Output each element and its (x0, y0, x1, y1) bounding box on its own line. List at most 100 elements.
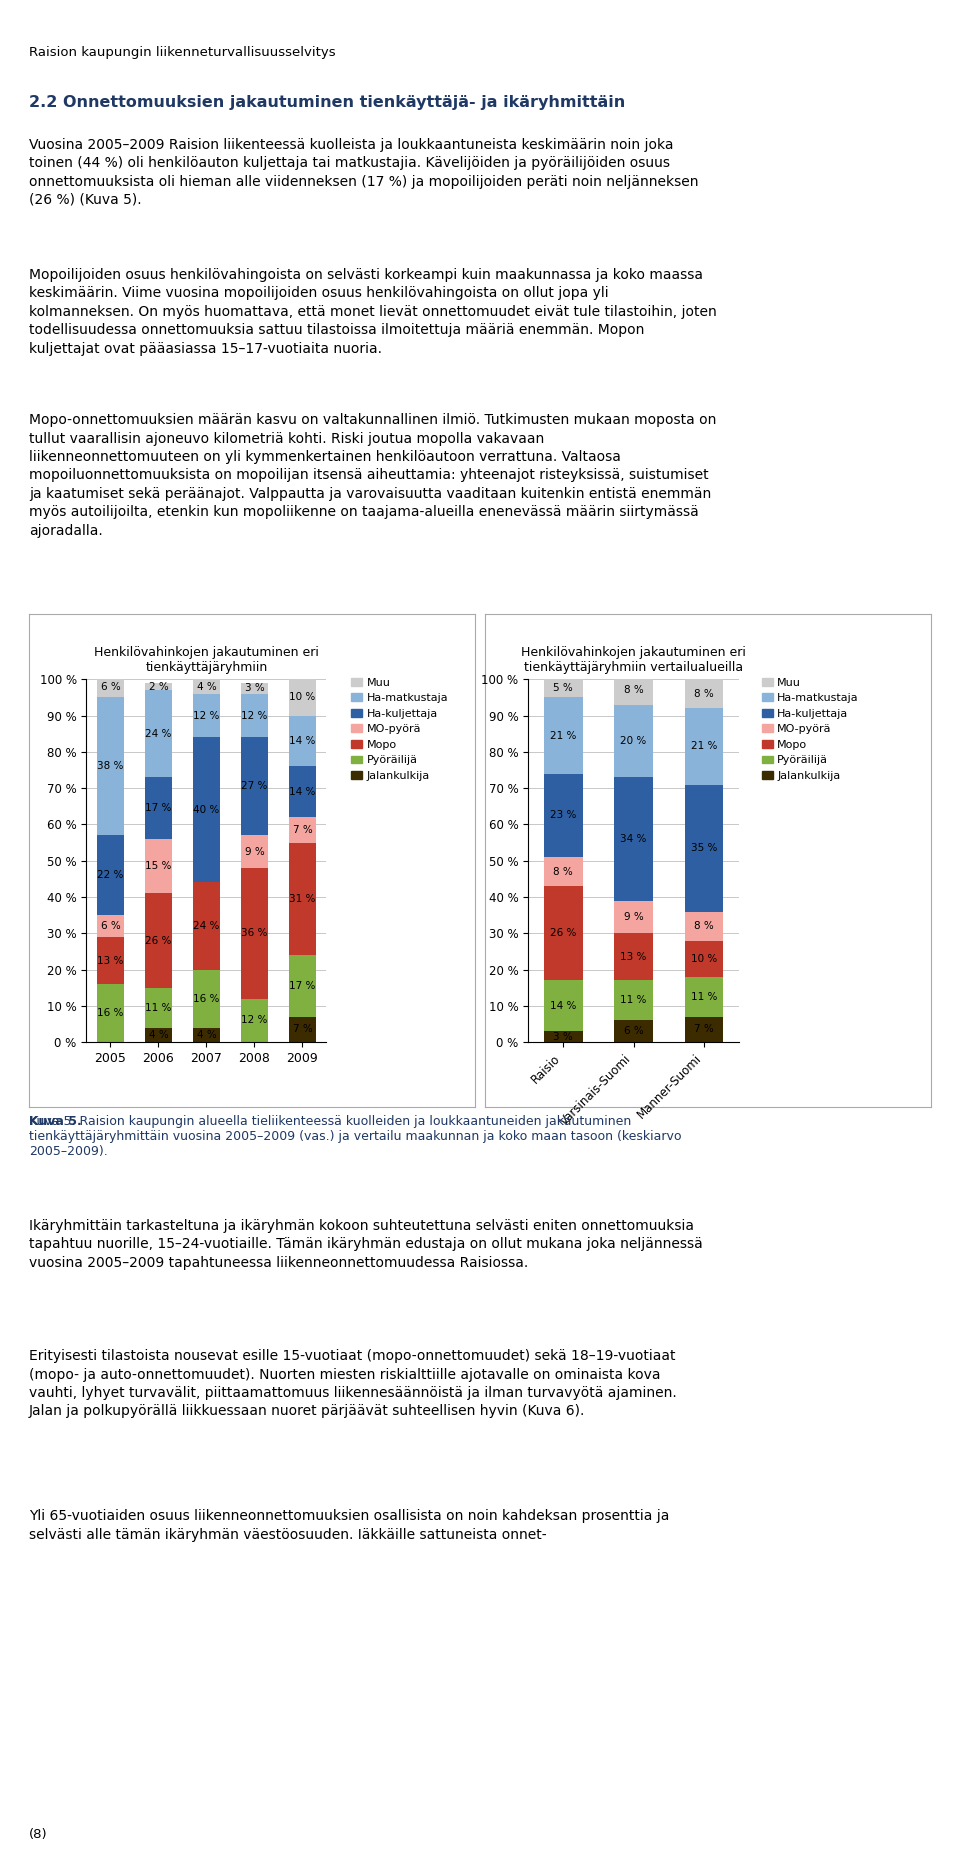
Bar (684, 912, 724, 940)
Text: Kuva 5.: Kuva 5. (29, 1115, 82, 1128)
Text: 21 %: 21 % (550, 731, 576, 741)
Text: 10 %: 10 % (691, 953, 717, 964)
Text: Ikäryhmittäin tarkasteltuna ja ikäryhmän kokoon suhteutettuna selvästi eniten on: Ikäryhmittäin tarkasteltuna ja ikäryhmän… (29, 1219, 703, 1269)
Bar (289, 679, 316, 715)
Bar (543, 886, 583, 981)
Bar (614, 705, 653, 778)
Text: Kuva 5. Raision kaupungin alueella tieliikenteessä kuolleiden ja loukkaantuneide: Kuva 5. Raision kaupungin alueella tieli… (29, 1115, 682, 1158)
Bar (684, 940, 724, 977)
Text: (8): (8) (29, 1829, 47, 1841)
Text: 38 %: 38 % (97, 761, 124, 770)
Bar (193, 694, 220, 737)
Text: 2 %: 2 % (149, 681, 168, 692)
Text: 8 %: 8 % (694, 921, 714, 930)
Text: 17 %: 17 % (145, 804, 172, 813)
Bar (193, 970, 220, 1027)
Text: 26 %: 26 % (550, 929, 576, 938)
Bar (289, 767, 316, 817)
Text: 24 %: 24 % (145, 730, 172, 739)
Text: 12 %: 12 % (193, 711, 220, 720)
Legend: Muu, Ha-matkustaja, Ha-kuljettaja, MO-pyörä, Mopo, Pyöräilijä, Jalankulkija: Muu, Ha-matkustaja, Ha-kuljettaja, MO-py… (761, 677, 859, 782)
Text: Vuosina 2005–2009 Raision liikenteessä kuolleista ja loukkaantuneista keskimääri: Vuosina 2005–2009 Raision liikenteessä k… (29, 138, 698, 207)
Text: 3 %: 3 % (553, 1031, 573, 1042)
Bar (145, 683, 172, 690)
Bar (97, 676, 124, 698)
Text: 26 %: 26 % (145, 936, 172, 945)
Bar (543, 679, 583, 698)
Bar (543, 858, 583, 886)
Text: 16 %: 16 % (193, 994, 220, 1003)
Text: 8 %: 8 % (553, 867, 573, 877)
Text: 3 %: 3 % (245, 683, 264, 694)
Text: 13 %: 13 % (620, 951, 647, 962)
Text: Erityisesti tilastoista nousevat esille 15-vuotiaat (mopo-onnettomuudet) sekä 18: Erityisesti tilastoista nousevat esille … (29, 1349, 677, 1418)
Text: Mopo-onnettomuuksien määrän kasvu on valtakunnallinen ilmiö. Tutkimusten mukaan : Mopo-onnettomuuksien määrän kasvu on val… (29, 413, 716, 538)
Title: Henkilövahinkojen jakautuminen eri
tienkäyttäjäryhmiin: Henkilövahinkojen jakautuminen eri tienk… (94, 646, 319, 674)
Bar (614, 901, 653, 934)
Text: 6 %: 6 % (101, 681, 120, 692)
Text: 7 %: 7 % (293, 1024, 312, 1035)
Bar (614, 778, 653, 901)
Text: 2.2 Onnettomuuksien jakautuminen tienkäyttäjä- ja ikäryhmittäin: 2.2 Onnettomuuksien jakautuminen tienkäy… (29, 95, 625, 110)
Bar (193, 737, 220, 882)
Text: 7 %: 7 % (293, 824, 312, 836)
Bar (97, 916, 124, 936)
Text: 4 %: 4 % (149, 1029, 168, 1040)
Text: 22 %: 22 % (97, 871, 124, 880)
Bar (97, 836, 124, 916)
Bar (193, 1027, 220, 1042)
Text: Mopoilijoiden osuus henkilövahingoista on selvästi korkeampi kuin maakunnassa ja: Mopoilijoiden osuus henkilövahingoista o… (29, 268, 716, 355)
Text: 8 %: 8 % (624, 685, 643, 696)
Bar (97, 984, 124, 1042)
Text: 24 %: 24 % (193, 921, 220, 930)
Bar (241, 867, 268, 999)
Bar (145, 690, 172, 778)
Bar (241, 683, 268, 694)
Text: 23 %: 23 % (550, 810, 576, 821)
Bar (241, 694, 268, 737)
Text: 15 %: 15 % (145, 862, 172, 871)
Text: 6 %: 6 % (101, 921, 120, 930)
Bar (289, 715, 316, 767)
Text: 11 %: 11 % (145, 1003, 172, 1012)
Text: 9 %: 9 % (624, 912, 643, 921)
Bar (684, 977, 724, 1016)
Bar (193, 882, 220, 970)
Text: 12 %: 12 % (241, 1016, 268, 1025)
Text: 4 %: 4 % (197, 1029, 216, 1040)
Bar (193, 679, 220, 694)
Text: 14 %: 14 % (289, 787, 316, 797)
Text: 36 %: 36 % (241, 929, 268, 938)
Text: 5 %: 5 % (553, 683, 573, 694)
Bar (289, 1016, 316, 1042)
Bar (97, 936, 124, 984)
Title: Henkilövahinkojen jakautuminen eri
tienkäyttäjäryhmiin vertailualueilla: Henkilövahinkojen jakautuminen eri tienk… (521, 646, 746, 674)
Bar (289, 955, 316, 1016)
Text: 35 %: 35 % (691, 843, 717, 852)
Text: 20 %: 20 % (620, 735, 647, 746)
Text: 31 %: 31 % (289, 893, 316, 904)
Bar (145, 839, 172, 893)
Text: 12 %: 12 % (241, 711, 268, 720)
Text: 16 %: 16 % (97, 1009, 124, 1018)
Bar (289, 817, 316, 843)
Bar (543, 1031, 583, 1042)
Bar (614, 676, 653, 705)
Text: Yli 65-vuotiaiden osuus liikenneonnettomuuksien osallisista on noin kahdeksan pr: Yli 65-vuotiaiden osuus liikenneonnettom… (29, 1509, 669, 1541)
Bar (145, 988, 172, 1027)
Text: 11 %: 11 % (691, 992, 717, 1001)
Bar (614, 1020, 653, 1042)
Legend: Muu, Ha-matkustaja, Ha-kuljettaja, MO-pyörä, Mopo, Pyöräilijä, Jalankulkija: Muu, Ha-matkustaja, Ha-kuljettaja, MO-py… (351, 677, 448, 782)
Bar (614, 981, 653, 1020)
Text: 7 %: 7 % (694, 1024, 714, 1035)
Text: 10 %: 10 % (289, 692, 316, 702)
Bar (145, 1027, 172, 1042)
Bar (684, 679, 724, 709)
Text: 13 %: 13 % (97, 955, 124, 966)
Text: 4 %: 4 % (197, 681, 216, 692)
Bar (241, 836, 268, 867)
Bar (97, 698, 124, 836)
Text: 8 %: 8 % (694, 689, 714, 698)
Text: 14 %: 14 % (289, 735, 316, 746)
Bar (614, 932, 653, 981)
